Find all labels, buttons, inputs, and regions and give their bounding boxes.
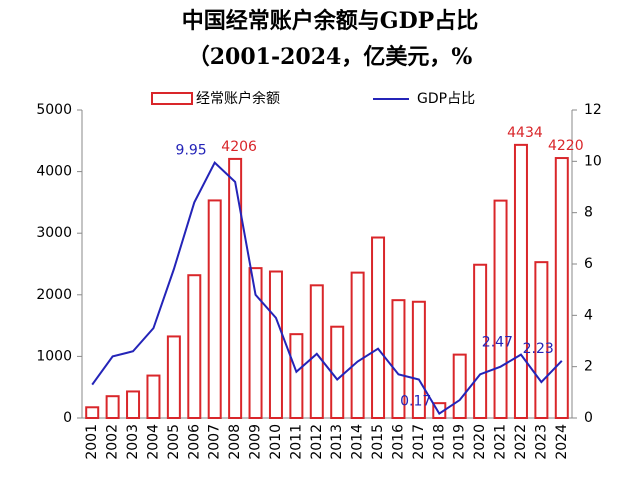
- y-tick-label: 0: [63, 410, 72, 426]
- x-tick-label: 2009: [248, 424, 264, 460]
- y2-tick-label: 0: [584, 410, 593, 426]
- x-tick-label: 2007: [207, 424, 223, 460]
- line-label: 2.23: [523, 341, 554, 357]
- line-label: 2.47: [482, 335, 513, 351]
- x-tick-label: 2021: [493, 424, 509, 460]
- y-tick-label: 3000: [36, 225, 72, 241]
- x-tick-label: 2022: [513, 424, 529, 460]
- x-tick-label: 2006: [186, 424, 202, 460]
- x-tick-label: 2023: [533, 424, 549, 460]
- legend-label: 经常账户余额: [196, 90, 280, 107]
- x-tick-label: 2015: [370, 424, 386, 460]
- bar: [452, 353, 467, 419]
- bar: [228, 157, 243, 419]
- x-tick-label: 2013: [329, 424, 345, 460]
- bar-label: 4220: [548, 138, 584, 154]
- x-tick-label: 2008: [227, 424, 243, 460]
- bar: [493, 199, 508, 419]
- x-tick-label: 2024: [554, 424, 570, 460]
- y2-tick-label: 6: [584, 256, 593, 272]
- x-tick-label: 2012: [309, 424, 325, 460]
- bar: [554, 157, 569, 419]
- bar-label: 4206: [221, 139, 257, 155]
- bar: [248, 267, 263, 419]
- y2-tick-label: 8: [584, 205, 593, 221]
- bar: [268, 270, 283, 419]
- bar: [166, 335, 181, 419]
- x-tick-label: 2020: [472, 424, 488, 460]
- y-tick-label: 4000: [36, 164, 72, 180]
- bar: [289, 333, 304, 420]
- line: [91, 160, 563, 416]
- bar: [105, 395, 120, 420]
- y-tick-label: 2000: [36, 287, 72, 303]
- chart-subtitle: （2001-2024，亿美元，%: [188, 44, 473, 70]
- y-tick-label: 5000: [36, 102, 72, 118]
- x-tick-label: 2001: [84, 424, 100, 460]
- x-tick-label: 2002: [105, 424, 121, 460]
- legend-label: GDP占比: [417, 91, 475, 107]
- x-tick-label: 2017: [411, 424, 427, 460]
- chart-title: 中国经常账户余额与GDP占比: [182, 8, 478, 34]
- line-label: 9.95: [176, 143, 207, 159]
- bar: [513, 143, 528, 419]
- bar: [411, 300, 426, 419]
- y-tick-label: 1000: [36, 348, 72, 364]
- bar: [187, 274, 202, 420]
- x-tick-label: 2011: [288, 424, 304, 460]
- bar: [85, 406, 100, 419]
- bar: [350, 271, 365, 419]
- legend-swatch: [151, 92, 193, 105]
- bar: [126, 390, 141, 420]
- x-tick-label: 2010: [268, 424, 284, 460]
- bar: [207, 199, 222, 419]
- bar: [371, 236, 386, 419]
- y2-tick-label: 2: [584, 359, 593, 375]
- x-tick-label: 2019: [452, 424, 468, 460]
- bar: [146, 374, 161, 419]
- y2-tick-label: 12: [584, 102, 602, 118]
- x-tick-label: 2004: [145, 424, 161, 460]
- x-tick-label: 2014: [350, 424, 366, 460]
- y2-tick-label: 4: [584, 307, 593, 323]
- x-tick-label: 2018: [431, 424, 447, 460]
- bar: [309, 284, 324, 419]
- bar: [391, 299, 406, 420]
- x-tick-label: 2003: [125, 424, 141, 460]
- x-tick-label: 2005: [166, 424, 182, 460]
- line-label: 0.17: [400, 394, 431, 410]
- bar: [330, 325, 345, 419]
- x-tick-label: 2016: [390, 424, 406, 460]
- bar-label: 4434: [507, 125, 543, 141]
- y2-tick-label: 10: [584, 153, 602, 169]
